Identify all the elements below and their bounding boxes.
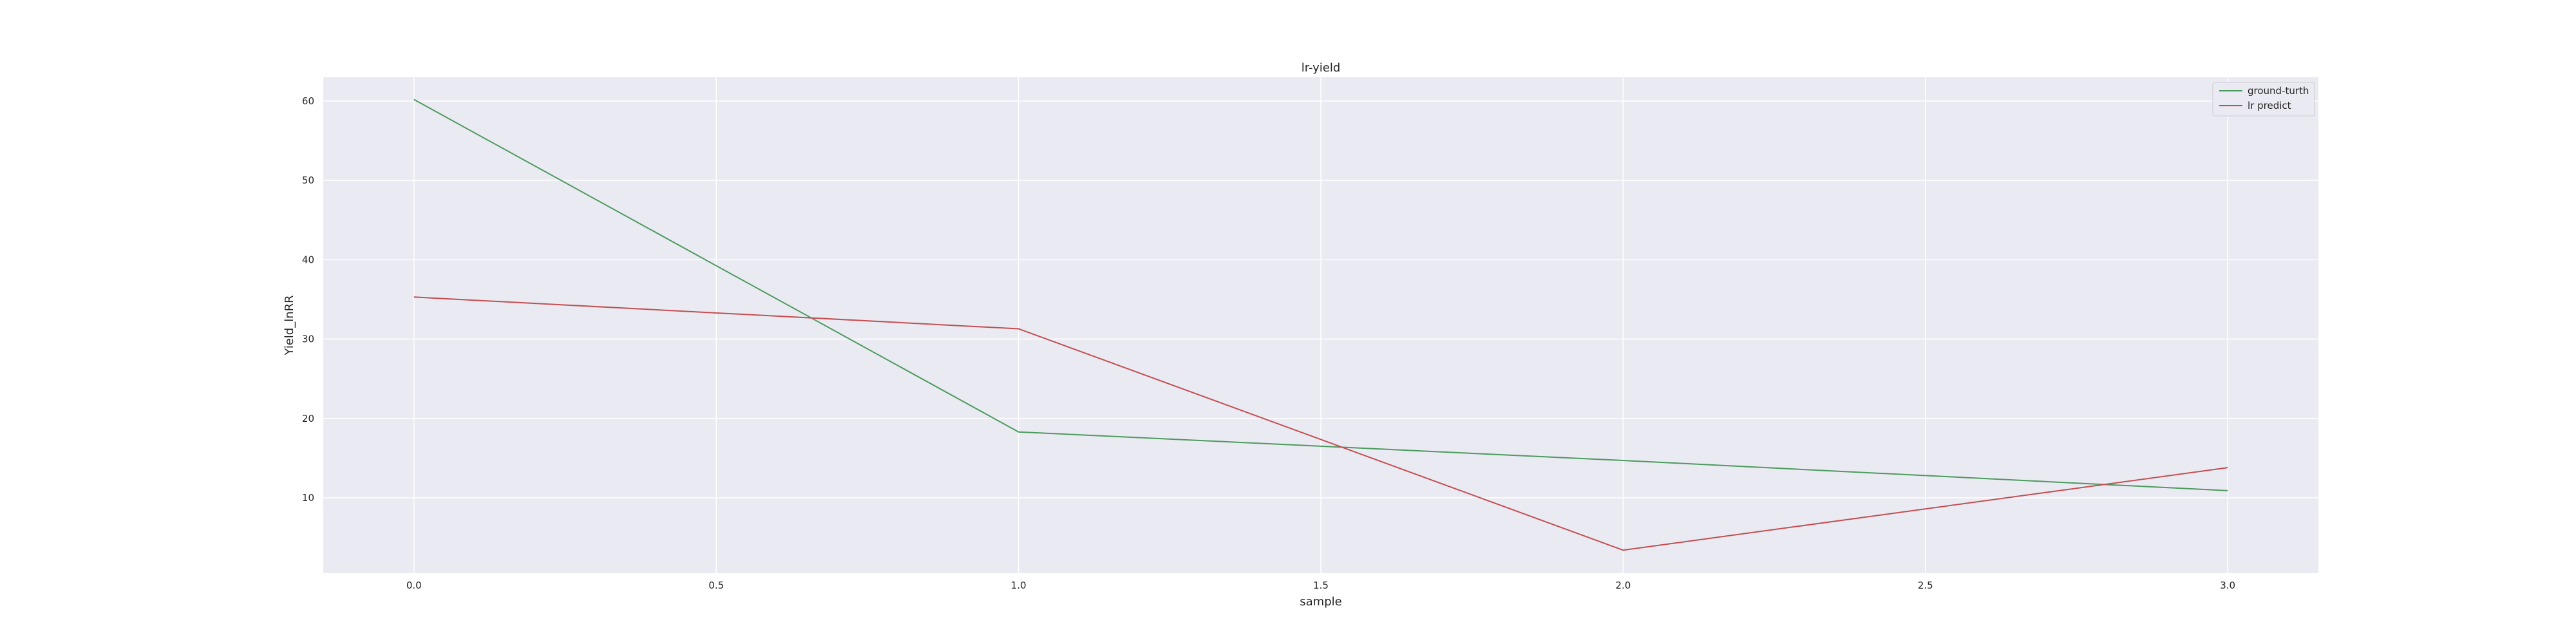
y-tick-label: 60 (302, 95, 314, 107)
x-tick-label: 0.5 (708, 580, 724, 591)
y-tick-label: 50 (302, 175, 314, 186)
x-tick-labels: 0.0 0.5 1.0 1.5 2.0 2.5 3.0 (406, 580, 2235, 591)
y-tick-label: 10 (302, 492, 314, 504)
x-axis-label: sample (1300, 595, 1341, 609)
legend-label-ground-turth: ground-turth (2248, 85, 2309, 97)
grid-lines (323, 77, 2318, 573)
y-tick-label: 40 (302, 254, 314, 265)
legend: ground-turth lr predict (2212, 82, 2315, 117)
x-tick-label: 2.0 (1615, 580, 1631, 591)
y-tick-labels: 10 20 30 40 50 60 (302, 95, 314, 504)
x-tick-label: 0.0 (406, 580, 422, 591)
x-tick-label: 1.5 (1313, 580, 1329, 591)
legend-label-lr-predict: lr predict (2248, 100, 2291, 111)
y-tick-label: 20 (302, 413, 314, 424)
x-tick-label: 2.5 (1918, 580, 1933, 591)
x-tick-label: 1.0 (1011, 580, 1027, 591)
x-tick-label: 3.0 (2220, 580, 2235, 591)
series-line-lr-predict (413, 296, 2228, 551)
y-axis-label: Yield_lnRR (283, 295, 296, 355)
chart-title: lr-yield (1302, 61, 1341, 75)
y-tick-label: 30 (302, 334, 314, 345)
series-lines (413, 99, 2228, 551)
series-line-ground-turth (413, 99, 2228, 491)
